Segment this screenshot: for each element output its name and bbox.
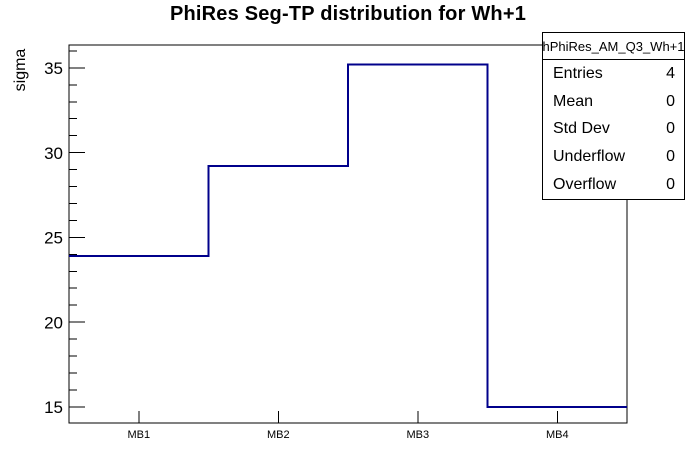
stats-row-mean: Mean 0 [543, 92, 684, 110]
stats-value: 0 [666, 92, 675, 110]
stats-rows: Entries 4 Mean 0 Std Dev 0 Underflow 0 O… [543, 60, 684, 199]
stats-value: 4 [666, 64, 675, 82]
x-tick-label: MB3 [406, 429, 429, 441]
chart-title: PhiRes Seg-TP distribution for Wh+1 [169, 3, 527, 25]
x-tick-label: MB4 [546, 429, 569, 441]
stats-value: 0 [666, 120, 675, 138]
stats-row-entries: Entries 4 [543, 64, 684, 82]
y-tick-label: 20 [44, 313, 63, 332]
x-tick-label: MB1 [127, 429, 150, 441]
stats-box-title: hPhiRes_AM_Q3_Wh+1 [543, 33, 685, 60]
stats-label: Overflow [553, 176, 617, 194]
stats-box: hPhiRes_AM_Q3_Wh+1 Entries 4 Mean 0 Std … [542, 32, 685, 200]
x-tick-label: MB2 [267, 429, 290, 441]
stats-row-overflow: Overflow 0 [543, 177, 684, 193]
y-tick-label: 30 [44, 144, 63, 163]
stats-label: Entries [553, 64, 603, 82]
stats-value: 0 [666, 176, 675, 194]
plot-frame [68, 44, 628, 424]
histogram-step-line [69, 63, 627, 408]
stats-label: Underflow [553, 148, 626, 166]
stats-row-underflow: Underflow 0 [543, 149, 684, 165]
y-tick-label: 35 [44, 59, 63, 78]
stats-value: 0 [666, 148, 675, 166]
y-tick-label: 25 [44, 229, 63, 248]
stats-label: Std Dev [553, 120, 610, 138]
stats-row-stddev: Std Dev 0 [543, 121, 684, 137]
y-tick-label: 15 [44, 398, 63, 417]
stats-label: Mean [553, 92, 594, 110]
